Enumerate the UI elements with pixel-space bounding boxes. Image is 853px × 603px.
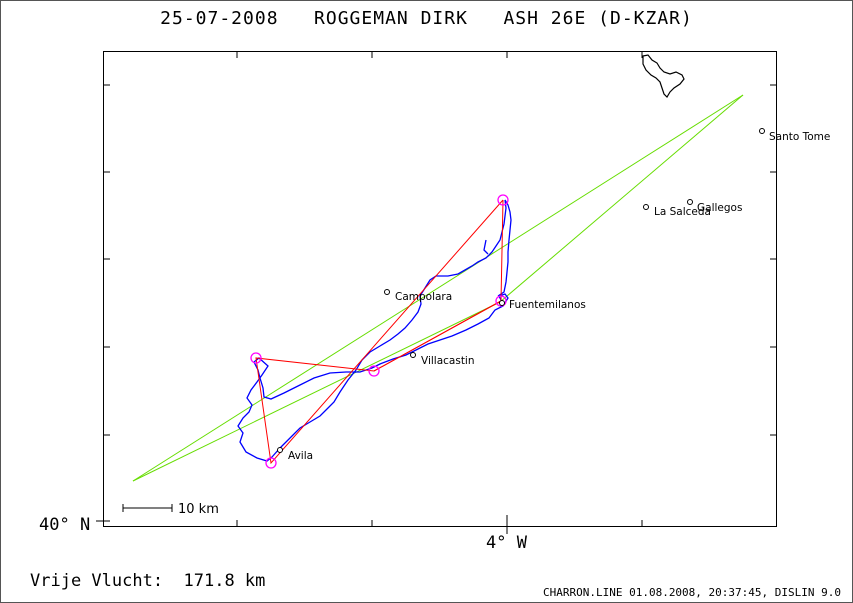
place-label-fuentemilanos: Fuentemilanos xyxy=(509,299,586,311)
place-label-avila: Avila xyxy=(288,450,313,462)
longitude-label: 4° W xyxy=(486,533,527,553)
place-label-villacastin: Villacastin xyxy=(421,355,475,367)
sector-lines xyxy=(132,94,744,482)
title-glider: ASH 26E (D-KZAR) xyxy=(503,8,693,29)
axis-ticks xyxy=(96,51,777,534)
free-flight-distance: Vrije Vlucht: 171.8 km xyxy=(30,571,266,591)
turnpoint-markers[interactable] xyxy=(250,194,509,469)
map-plot-area[interactable] xyxy=(103,51,777,527)
place-label-campolara: Campolara xyxy=(395,291,452,303)
map-title: 25-07-2008 ROGGEMAN DIRK ASH 26E (D-KZAR… xyxy=(0,8,853,29)
place-markers xyxy=(277,128,765,453)
title-date: 25-07-2008 xyxy=(160,8,279,29)
task-lines xyxy=(255,199,504,465)
title-pilot: ROGGEMAN DIRK xyxy=(314,8,468,29)
latitude-label: 40° N xyxy=(39,515,91,535)
place-label-gallegos: Gallegos xyxy=(697,202,742,214)
place-label-la-salceda: La Salceda xyxy=(654,206,711,218)
scale-bar: 10 km xyxy=(122,502,219,517)
place-label-santo-tome: Santo Tome xyxy=(769,131,830,143)
flight-track-branch xyxy=(483,239,489,255)
credits-line: CHARRON.LINE 01.08.2008, 20:37:45, DISLI… xyxy=(542,586,841,599)
water-body-outline xyxy=(642,54,685,98)
flight-track xyxy=(237,199,512,462)
scale-bar-label: 10 km xyxy=(178,502,219,517)
